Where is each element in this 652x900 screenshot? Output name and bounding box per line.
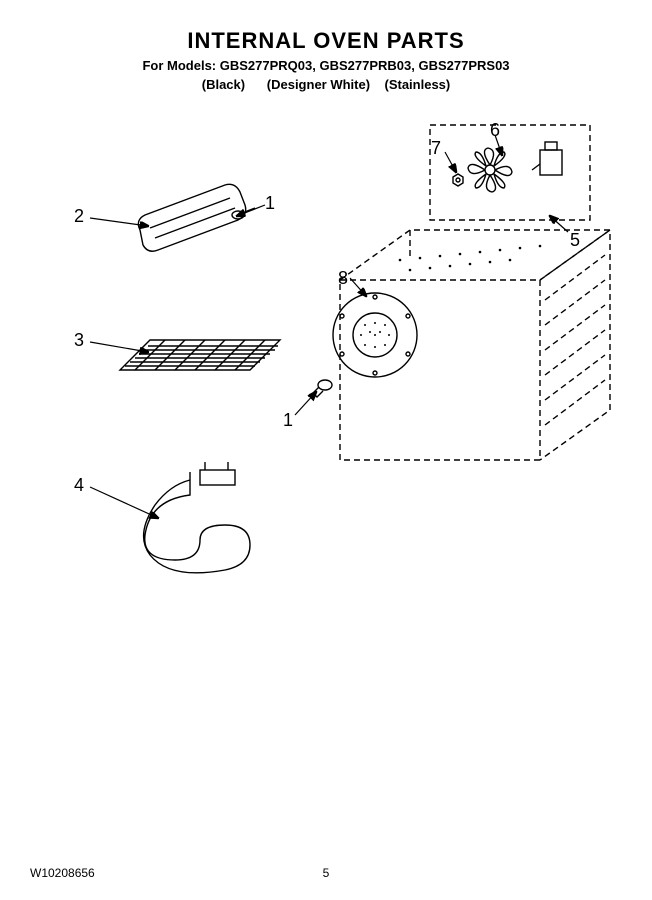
callout-4: 4: [74, 475, 84, 496]
callout-6: 6: [490, 120, 500, 141]
part-fan-motor: [532, 142, 562, 175]
part-broil-element: [138, 184, 255, 251]
callout-3: 3: [74, 330, 84, 351]
part-convection-cover: [333, 293, 417, 377]
page-title: INTERNAL OVEN PARTS: [0, 28, 652, 54]
part-light-socket: [309, 380, 332, 397]
part-fan-nut: [453, 174, 463, 186]
callout-8: 8: [338, 268, 348, 289]
part-oven-rack: [120, 340, 280, 370]
part-fan-blade: [468, 148, 512, 192]
callout-2: 2: [74, 206, 84, 227]
colors-line: (Black) (Designer White) (Stainless): [0, 77, 652, 92]
subtitle-prefix: For Models:: [142, 58, 216, 73]
parts-diagram: 1 2 3 4 5 6 7 8 1: [0, 120, 652, 820]
fan-assembly-box: [430, 125, 590, 220]
header: INTERNAL OVEN PARTS For Models: GBS277PR…: [0, 0, 652, 92]
callout-5: 5: [570, 230, 580, 251]
cavity-top-holes: [399, 245, 542, 272]
diagram-svg: [0, 120, 652, 820]
cavity-side-rails: [545, 255, 605, 425]
callout-1: 1: [283, 410, 293, 431]
models-line: For Models: GBS277PRQ03, GBS277PRB03, GB…: [0, 58, 652, 73]
callout-7: 7: [431, 138, 441, 159]
part-bake-element: [144, 462, 250, 573]
doc-number: W10208656: [30, 866, 95, 880]
models-list: GBS277PRQ03, GBS277PRB03, GBS277PRS03: [220, 58, 510, 73]
oven-cavity: [340, 230, 610, 460]
page-number: 5: [323, 866, 330, 880]
callout-1: 1: [265, 193, 275, 214]
